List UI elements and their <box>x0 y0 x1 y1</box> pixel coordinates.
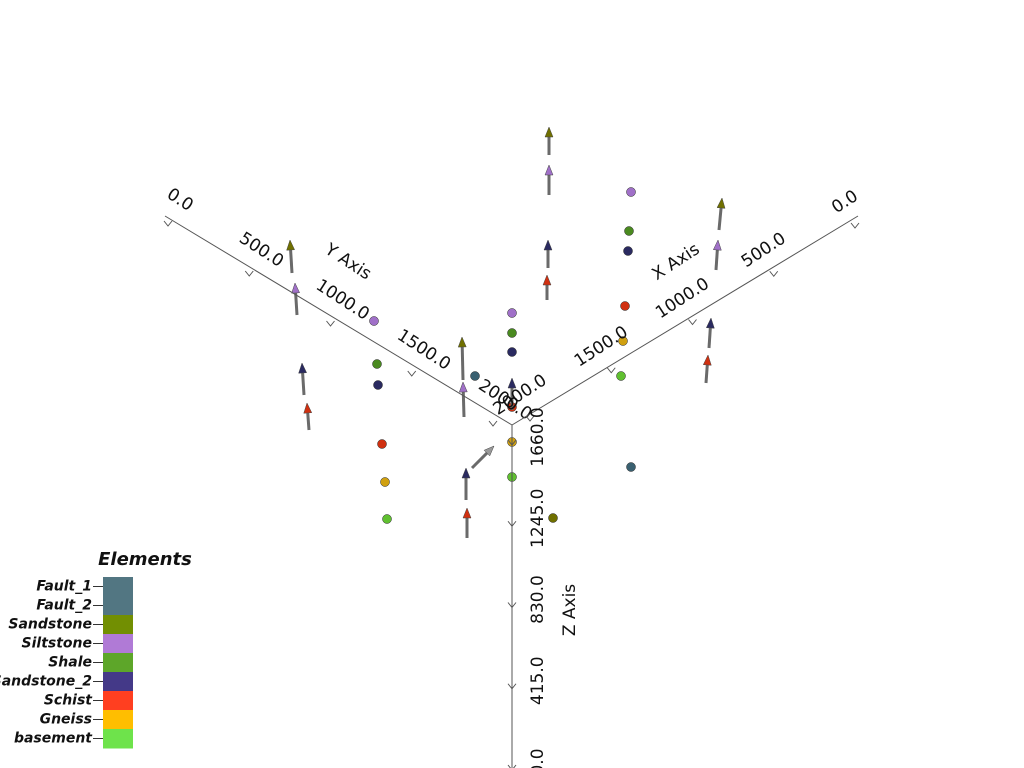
arrow-head <box>542 274 552 286</box>
tick-mark <box>163 220 173 227</box>
tick-mark <box>688 319 697 326</box>
arrow-head <box>462 507 472 519</box>
legend-label: Schist <box>44 693 93 709</box>
arrow-shaft <box>714 249 719 271</box>
tick-mark <box>488 420 498 427</box>
arrow-shaft <box>294 292 299 316</box>
legend-label: Shale <box>48 655 92 671</box>
arrow-shaft <box>301 372 306 396</box>
arrow-shaft <box>289 249 294 274</box>
tick-mark <box>850 222 860 229</box>
legend-swatch <box>103 596 133 616</box>
tick-mark <box>244 270 254 277</box>
arrow-head <box>543 239 553 251</box>
arrow-shaft <box>470 452 488 470</box>
tick-mark <box>769 270 779 278</box>
arrow-shaft <box>717 207 723 231</box>
tick-label: 830.0 <box>528 575 548 624</box>
point <box>626 462 636 472</box>
axis-line <box>164 215 513 426</box>
axis-title: Z Axis <box>560 584 580 636</box>
legend-label: Fault_1 <box>36 579 92 595</box>
legend-swatch <box>103 729 133 749</box>
arrow-head <box>286 239 295 251</box>
point <box>618 336 628 346</box>
legend-swatch <box>103 615 133 635</box>
arrow-head <box>483 445 495 457</box>
tick-mark <box>507 764 517 768</box>
arrow-head <box>457 336 467 348</box>
arrow-head <box>705 317 715 329</box>
legend-label: Sandstone <box>8 617 92 633</box>
legend-swatch <box>103 653 133 673</box>
tick-mark <box>606 367 616 374</box>
arrow-head <box>702 354 712 366</box>
arrows <box>286 126 726 538</box>
arrow-head <box>303 402 313 414</box>
tick-mark <box>326 320 335 327</box>
point <box>624 226 634 236</box>
legend-title: Elements <box>98 549 192 570</box>
arrow-head <box>716 197 726 209</box>
legend-swatch <box>103 691 133 711</box>
legend-label: Gneiss <box>40 712 92 728</box>
legend-label: basement <box>14 731 93 747</box>
arrow-head <box>458 381 468 393</box>
point <box>382 514 392 524</box>
tick-label: 1660.0 <box>528 407 548 466</box>
arrow-head <box>544 126 554 138</box>
arrow-shaft <box>306 412 311 431</box>
tick-label: 1245.0 <box>528 489 548 548</box>
tick-label: 0.0 <box>828 186 862 218</box>
tick-label: 0.0 <box>163 184 197 216</box>
point <box>616 371 626 381</box>
point <box>470 371 480 381</box>
tick-label: 500.0 <box>738 229 790 272</box>
tick-mark <box>507 439 517 446</box>
tick-mark <box>407 370 417 377</box>
tick-mark <box>507 683 517 690</box>
legend-label: Fault_2 <box>36 598 92 614</box>
tick-label: 1500.0 <box>571 322 632 371</box>
arrow-shaft <box>707 327 712 349</box>
point <box>377 439 387 449</box>
point <box>623 246 633 256</box>
arrow-head <box>461 467 471 479</box>
legend-swatch <box>103 577 133 597</box>
tick-label: 500.0 <box>235 228 287 271</box>
point <box>507 328 517 338</box>
point <box>369 316 379 326</box>
arrow-head <box>544 164 554 176</box>
point <box>620 301 630 311</box>
legend-swatch <box>103 672 133 692</box>
arrow-head <box>298 362 308 374</box>
axis-title: Y Axis <box>320 239 375 284</box>
arrow-head <box>507 377 517 389</box>
legend-label: Sandstone_2 <box>0 674 92 690</box>
point <box>548 513 558 523</box>
point <box>626 187 636 197</box>
tick-label: 0.0 <box>528 748 548 768</box>
point <box>380 477 390 487</box>
point <box>372 359 382 369</box>
tick-mark <box>507 602 517 609</box>
arrow-shaft <box>460 346 465 381</box>
tick-label: 1500.0 <box>393 325 454 374</box>
point <box>373 380 383 390</box>
legend-swatch <box>103 710 133 730</box>
legend-swatch <box>103 634 133 654</box>
point <box>507 347 517 357</box>
legend-label: Siltstone <box>22 636 92 652</box>
axis-line <box>511 215 859 426</box>
tick-mark <box>525 415 535 422</box>
point <box>507 308 517 318</box>
arrow-shaft <box>704 364 709 384</box>
tick-label: 415.0 <box>528 656 548 705</box>
arrow-head <box>291 282 301 294</box>
tick-mark <box>507 520 517 528</box>
arrow-head <box>712 239 722 251</box>
